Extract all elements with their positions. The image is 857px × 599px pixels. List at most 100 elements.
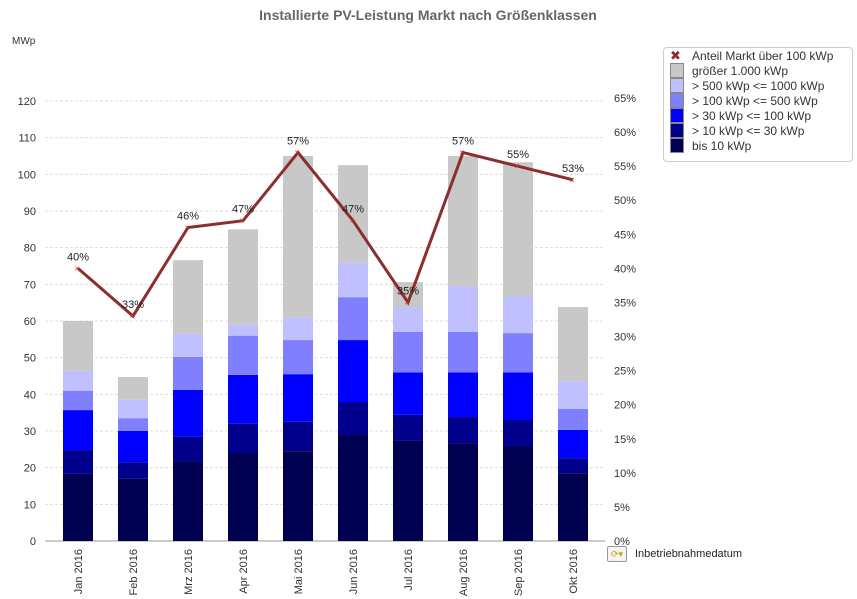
legend-swatch (670, 63, 684, 78)
x-tick-label: Okt 2016 (568, 549, 580, 594)
data-label: 47% (232, 204, 254, 216)
y-tick-label: 40 (24, 389, 36, 401)
bar-segment (283, 374, 313, 422)
y2-tick-label: 5% (614, 502, 630, 514)
bar-segment (173, 461, 203, 541)
bar-segment (118, 478, 148, 541)
bar-segment (118, 399, 148, 419)
bar-segment (503, 446, 533, 541)
legend-label: Anteil Markt über 100 kWp (692, 48, 834, 63)
bar-segment (63, 473, 93, 541)
bar-segment (503, 162, 533, 297)
bar-segment (228, 324, 258, 336)
legend-swatch (670, 93, 684, 108)
y-tick-label: 60 (24, 316, 36, 328)
legend-swatch (670, 123, 684, 138)
dimension-control[interactable]: ⟳▾ Inbetriebnahmedatum (607, 546, 742, 562)
bar-segment (393, 372, 423, 415)
bar-segment (558, 409, 588, 430)
data-label: 33% (122, 299, 144, 311)
bar-segment (63, 321, 93, 371)
y2-tick-label: 45% (614, 229, 636, 241)
bar-segment (393, 332, 423, 373)
x-tick-label: Jul 2016 (403, 549, 415, 591)
bar-segment (118, 418, 148, 431)
x-tick-label: Jun 2016 (348, 549, 360, 594)
legend: ✖ Anteil Markt über 100 kWp größer 1.000 k… (663, 47, 853, 162)
y2-tick-label: 0% (614, 536, 630, 548)
dimension-label: Inbetriebnahmedatum (635, 548, 743, 560)
bar-segment (63, 370, 93, 391)
legend-item: > 10 kWp <= 30 kWp (664, 123, 852, 138)
y-tick-label: 90 (24, 206, 36, 218)
bar-segment (338, 340, 368, 403)
line-marker: × (569, 175, 574, 185)
bar-segment (448, 156, 478, 287)
line-marker: × (349, 216, 354, 226)
bar-segment (393, 414, 423, 441)
x-tick-label: Mai 2016 (293, 549, 305, 594)
y-tick-label: 80 (24, 243, 36, 255)
bar-segment (283, 340, 313, 375)
data-label: 40% (67, 251, 89, 263)
y2-tick-label: 15% (614, 434, 636, 446)
y2-tick-label: 30% (614, 332, 636, 344)
y-axis-label: MWp (12, 36, 36, 47)
y-tick-label: 120 (18, 96, 36, 108)
data-label: 55% (507, 149, 529, 161)
legend-label: bis 10 kWp (692, 138, 752, 153)
legend-swatch (670, 108, 684, 123)
bar-segment (338, 262, 368, 298)
line-marker: × (514, 161, 519, 171)
bar-segment (173, 333, 203, 357)
bar-segment (173, 436, 203, 462)
bar-segment (228, 229, 258, 325)
cycle-dimension-icon[interactable]: ⟳▾ (607, 546, 627, 562)
y-tick-label: 100 (18, 169, 36, 181)
bar-segment (173, 356, 203, 390)
bar-segment (63, 410, 93, 451)
y2-tick-label: 40% (614, 263, 636, 275)
x-tick-label: Aug 2016 (458, 549, 470, 596)
bar-segment (228, 335, 258, 375)
legend-item: > 100 kWp <= 500 kWp (664, 93, 852, 108)
bar-segment (503, 296, 533, 334)
y-tick-label: 0 (30, 536, 36, 548)
bar-segment (448, 417, 478, 444)
line-marker: × (294, 148, 299, 158)
y-tick-label: 50 (24, 353, 36, 365)
x-tick-label: Apr 2016 (238, 549, 250, 594)
y2-tick-label: 20% (614, 400, 636, 412)
legend-label: > 30 kWp <= 100 kWp (692, 108, 812, 123)
data-label: 46% (177, 210, 199, 222)
legend-label: > 100 kWp <= 500 kWp (692, 93, 818, 108)
legend-item: > 30 kWp <= 100 kWp (664, 108, 852, 123)
bar-segment (118, 431, 148, 463)
bar-segment (63, 390, 93, 411)
legend-label: > 500 kWp <= 1000 kWp (692, 78, 825, 93)
bar-segment (558, 473, 588, 541)
bar-segment (283, 451, 313, 541)
legend-swatch (670, 138, 684, 153)
bar-segment (503, 420, 533, 447)
bar-segment (558, 307, 588, 382)
line-marker: × (129, 311, 134, 321)
data-label: 47% (342, 204, 364, 216)
bar-segment (228, 453, 258, 541)
legend-swatch (670, 78, 684, 93)
bar-segment (448, 372, 478, 418)
y2-tick-label: 60% (614, 127, 636, 139)
line-marker: × (404, 297, 409, 307)
bar-segment (63, 450, 93, 474)
legend-item: bis 10 kWp (664, 138, 852, 153)
bar-segment (173, 260, 203, 334)
bar-segment (173, 389, 203, 437)
bar-segment (503, 333, 533, 373)
line-marker: × (239, 216, 244, 226)
share-line (77, 150, 574, 319)
line-legend-icon: ✖ (670, 47, 681, 63)
y2-tick-label: 50% (614, 195, 636, 207)
bar-segment (558, 429, 588, 459)
bar-segment (448, 332, 478, 373)
